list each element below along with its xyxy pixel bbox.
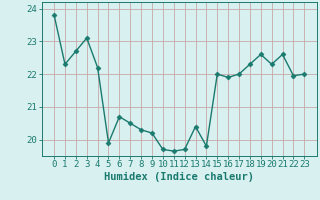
X-axis label: Humidex (Indice chaleur): Humidex (Indice chaleur) (104, 172, 254, 182)
